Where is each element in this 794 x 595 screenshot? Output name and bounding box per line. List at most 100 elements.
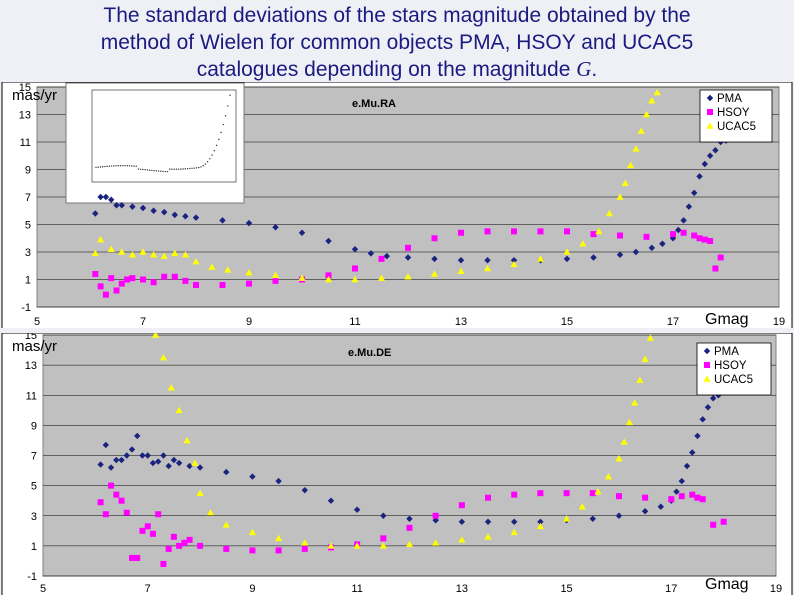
y-tick-label: 7 [25, 192, 31, 204]
inset-point [160, 170, 162, 172]
data-point [351, 275, 359, 283]
data-point [537, 490, 544, 497]
data-point [709, 395, 717, 402]
data-point [484, 257, 491, 264]
data-point [275, 477, 282, 485]
data-point [298, 229, 306, 236]
data-point [327, 542, 335, 549]
data-point [594, 488, 602, 495]
legend-marker [704, 362, 710, 368]
data-point [271, 271, 280, 279]
title-line-3-prefix: catalogues depending on the magnitude [196, 58, 577, 81]
data-point [298, 274, 306, 281]
data-point [694, 494, 701, 501]
data-point [223, 545, 230, 552]
data-point [97, 283, 104, 290]
data-point [272, 224, 279, 231]
series-ucac5 [91, 88, 661, 283]
data-point [139, 527, 146, 534]
data-point [632, 145, 640, 152]
data-point [457, 257, 465, 264]
data-point [160, 452, 167, 459]
data-point [659, 240, 666, 247]
data-point [405, 244, 411, 251]
data-point [151, 333, 160, 338]
data-point [161, 208, 168, 216]
inset-point [177, 168, 180, 170]
data-point [648, 97, 656, 104]
data-point [351, 246, 359, 253]
x-tick-label: 15 [560, 583, 572, 595]
title-line-2: method of Wielen for common objects PMA,… [100, 31, 694, 54]
inset-point [193, 167, 195, 169]
data-point [406, 524, 413, 531]
x-tick-label: 13 [455, 316, 467, 328]
data-point [636, 376, 644, 383]
data-point [678, 477, 685, 485]
data-point [485, 494, 492, 501]
x-tick-label: 11 [351, 583, 362, 595]
data-point [181, 539, 188, 546]
data-point [537, 228, 544, 235]
data-point [196, 464, 204, 471]
data-point [150, 279, 157, 286]
data-point [701, 160, 708, 168]
data-point [383, 252, 390, 260]
data-point [707, 238, 714, 244]
data-point [149, 530, 156, 537]
data-point [155, 511, 162, 518]
y-tick-label: 13 [25, 360, 37, 372]
inset-point [142, 168, 144, 171]
y-tick-label: 13 [19, 110, 31, 122]
x-tick-label: 7 [145, 583, 151, 595]
data-point [192, 214, 200, 221]
inset-point [204, 163, 207, 165]
series-ucac5 [151, 333, 654, 549]
data-point [563, 255, 571, 263]
inset-point [151, 169, 153, 172]
data-point [717, 254, 724, 261]
data-point [431, 235, 438, 242]
inset-frame [91, 89, 237, 183]
data-point [102, 291, 109, 298]
series-hsoy [92, 228, 724, 298]
data-point [97, 461, 104, 468]
data-point [680, 217, 687, 224]
data-point [160, 252, 168, 259]
data-point [92, 210, 99, 217]
data-point [102, 441, 110, 449]
data-point [219, 217, 226, 224]
data-point [536, 255, 545, 262]
inset-point [220, 131, 222, 134]
data-point [206, 509, 215, 516]
data-point [118, 456, 125, 464]
data-point [605, 209, 613, 217]
data-point [670, 231, 676, 238]
data-point [646, 334, 654, 341]
data-point [171, 211, 178, 219]
data-point [181, 251, 189, 258]
data-point [301, 486, 308, 494]
y-tick-label: 5 [31, 481, 37, 493]
data-point [186, 462, 193, 470]
x-tick-label: 17 [665, 583, 677, 595]
data-point [604, 472, 613, 480]
data-point [710, 521, 717, 528]
data-point [484, 228, 491, 235]
data-point [223, 468, 230, 476]
data-point [458, 536, 466, 543]
chart-title: e.Mu.DE [348, 347, 391, 359]
data-point [113, 287, 120, 294]
data-point [92, 271, 99, 277]
data-point [113, 456, 120, 464]
data-point [324, 275, 333, 283]
data-point [578, 503, 586, 510]
data-point [589, 490, 596, 497]
x-axis-label: Gmag [705, 576, 749, 593]
inset-point [227, 105, 229, 107]
data-point [193, 282, 199, 288]
y-axis-label: mas/yr [12, 87, 57, 104]
title-line-3-suffix: . [591, 58, 598, 81]
data-point [275, 534, 283, 542]
